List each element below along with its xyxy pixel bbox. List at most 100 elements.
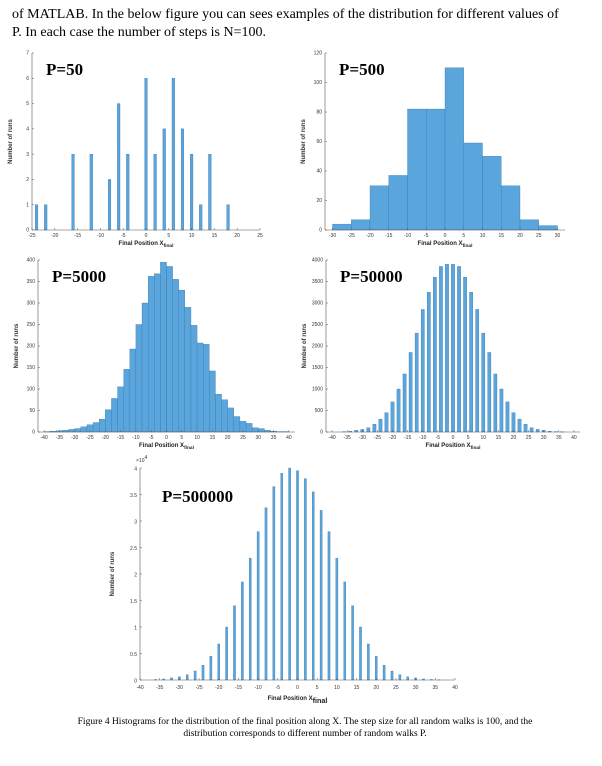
y-tick-label: 2500 [312,322,323,328]
caption-line: Figure 4 Histograms for the distribution… [77,717,533,727]
y-tick-label: 1.5 [130,599,137,605]
x-tick-label: 15 [496,435,502,441]
histogram-bar [367,643,370,681]
y-tick-label: 7 [26,51,29,57]
x-tick-label: -35 [56,435,63,441]
histogram-bar [193,670,197,681]
histogram-bar [280,473,283,681]
y-tick-label: 150 [27,365,36,371]
x-tick-label: 15 [498,233,504,239]
y-tick-label: 60 [316,139,322,145]
histogram-bar [351,605,354,681]
x-tick-label: 40 [571,435,577,441]
y-tick-label: 3 [134,520,137,526]
y-tick-label: 1500 [312,365,323,371]
x-tick-label: 35 [433,685,439,691]
body-paragraph: of MATLAB. In the below figure you can s… [12,6,592,42]
x-tick-label: 0 [452,435,455,441]
x-tick-label: -5 [424,233,429,239]
histogram-bar [406,676,409,681]
x-tick-label: 5 [467,435,470,441]
x-tick-label: 0 [165,435,168,441]
y-tick-label: 0 [26,228,29,234]
x-tick-label: 5 [180,435,183,441]
x-tick-label: -30 [176,685,183,691]
x-tick-label: -40 [41,435,48,441]
x-tick-label: -35 [344,435,351,441]
x-tick-label: -10 [419,435,426,441]
x-tick-label: -40 [136,685,143,691]
y-tick-label: 0.5 [130,652,137,658]
y-tick-label: 20 [316,198,322,204]
y-tick-label: 400 [27,258,36,264]
y-tick-label: 0 [32,430,35,436]
panel-label: P=5000 [52,267,106,286]
histogram-bar [375,656,378,681]
y-tick-label: 0 [320,430,323,436]
y-tick-label: 250 [27,322,36,328]
y-tick-label: 100 [314,80,323,86]
y-axis-label: Number of runs [302,323,308,368]
paragraph-line: P. In each case the number of steps is N… [12,25,267,40]
histogram-bar [343,581,346,681]
y-tick-label: 1000 [312,387,323,393]
x-tick-label: 40 [452,685,458,691]
y-tick-label: 100 [27,387,36,393]
histogram-bar [319,510,323,681]
x-tick-label: 20 [511,435,517,441]
y-axis-multiplier: ×104 [136,455,147,464]
x-tick-label: -20 [102,435,109,441]
x-tick-label: -15 [74,233,81,239]
x-tick-label: -10 [255,685,262,691]
x-tick-label: -25 [195,685,202,691]
x-tick-label: -30 [329,233,336,239]
histogram-bar [288,467,291,681]
x-tick-label: -10 [404,233,411,239]
y-tick-label: 200 [27,344,36,350]
paragraph-line: of MATLAB. In the below figure you can s… [12,7,559,22]
x-tick-label: -20 [366,233,373,239]
x-tick-label: 0 [145,233,148,239]
y-tick-label: 0 [134,679,137,685]
caption-line: distribution corresponds to different nu… [183,729,427,739]
x-tick-label: -20 [51,233,58,239]
x-tick-label: 25 [393,685,399,691]
x-axis-label: Final Position Xfinal [418,241,473,249]
histogram-bar [186,674,189,681]
panel-label: P=50000 [340,267,403,286]
x-axis-label: Final Position Xfinal [268,696,328,705]
x-tick-label: -5 [121,233,126,239]
histogram-bar [272,486,276,681]
x-tick-label: 15 [212,233,218,239]
x-tick-label: 15 [210,435,216,441]
x-tick-label: -15 [117,435,124,441]
x-tick-label: -35 [156,685,163,691]
x-tick-label: 0 [296,685,299,691]
x-tick-label: 0 [444,233,447,239]
x-tick-label: -15 [404,435,411,441]
x-tick-label: -5 [276,685,281,691]
y-tick-label: 5 [26,101,29,107]
x-tick-label: 10 [480,233,486,239]
x-tick-label: -15 [385,233,392,239]
x-tick-label: -30 [359,435,366,441]
x-tick-label: 10 [480,435,486,441]
figure-caption: Figure 4 Histograms for the distribution… [40,716,570,740]
y-tick-label: 80 [316,110,322,116]
histogram-bar [217,643,220,681]
x-tick-label: 30 [555,233,561,239]
histogram-bar [304,478,307,681]
x-tick-label: 40 [286,435,292,441]
histogram-bar [201,665,205,681]
histogram-bar [241,581,244,681]
x-tick-label: 15 [354,685,360,691]
y-tick-label: 3000 [312,301,323,307]
y-tick-label: 3 [26,152,29,158]
x-tick-label: -10 [97,233,104,239]
histogram-bar [312,491,315,681]
y-tick-label: 2 [134,573,137,579]
x-tick-label: 30 [541,435,547,441]
